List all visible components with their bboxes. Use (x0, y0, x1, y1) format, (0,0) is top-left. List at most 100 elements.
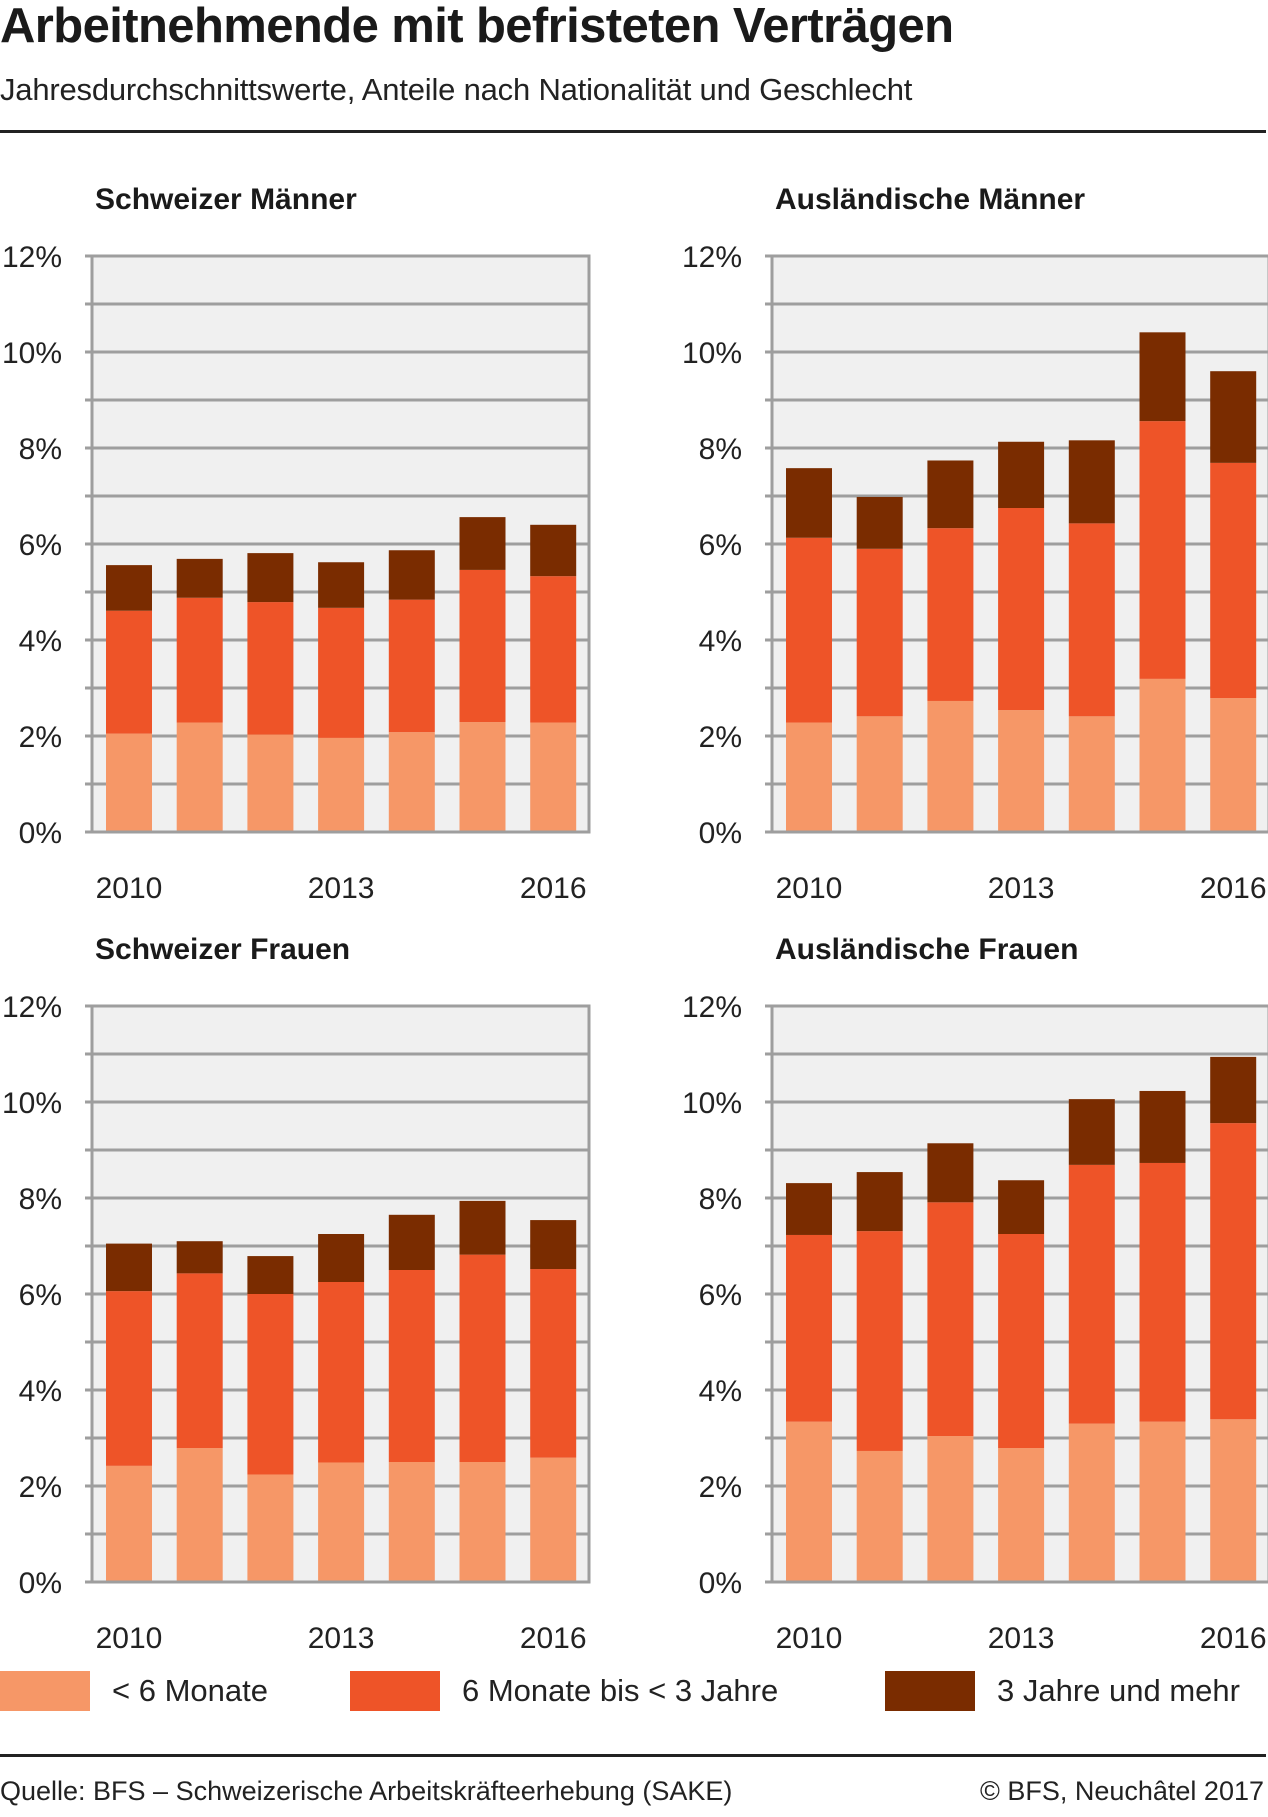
bar-segment-2015-2 (1139, 421, 1186, 679)
bar-segment-2015-2 (459, 1254, 506, 1462)
bar-segment-2016-2 (530, 576, 577, 723)
bar-segment-2010-1 (106, 733, 152, 832)
y-tick-label: 8% (19, 1183, 62, 1216)
y-tick-label: 12% (682, 991, 742, 1024)
bar-segment-2011-3 (176, 1241, 223, 1274)
bar-segment-2010-2 (786, 537, 832, 723)
bar-segment-2014-3 (388, 1214, 435, 1270)
bar-segment-2015-2 (1139, 1162, 1186, 1422)
y-tick-label: 10% (2, 337, 62, 370)
bar-segment-2012-1 (247, 1474, 294, 1582)
bar-segment-2010-3 (106, 565, 152, 611)
bar-segment-2010-2 (786, 1234, 832, 1422)
bar-segment-2015-3 (459, 517, 506, 570)
bar-segment-2015-1 (459, 1462, 506, 1582)
bar-segment-2014-3 (388, 550, 435, 600)
bar-segment-2012-2 (927, 1202, 974, 1437)
y-tick-label: 6% (19, 529, 62, 562)
source-note: Quelle: BFS – Schweizerische Arbeitskräf… (0, 1776, 733, 1806)
bar-segment-2014-1 (388, 1462, 435, 1582)
legend-item-long: 3 Jahre und mehr (885, 1671, 1240, 1711)
x-tick-label: 2016 (1200, 1622, 1267, 1655)
bar-segment-2013-1 (318, 737, 365, 832)
bar-segment-2010-1 (786, 722, 832, 832)
y-tick-label: 6% (19, 1279, 62, 1312)
chart-title: Arbeitnehmende mit befristeten Verträgen (0, 0, 954, 53)
chart-panel-2: Ausländische Männer 0% 2% 4% 6% 8% 10% 12% 2010 2… (682, 183, 1268, 905)
bar-segment-2014-2 (388, 1270, 435, 1462)
chart-subtitle: Jahresdurchschnittswerte, Anteile nach N… (0, 72, 913, 107)
bar-segment-2014-1 (1068, 1423, 1115, 1582)
legend-label-long: 3 Jahre und mehr (997, 1673, 1240, 1708)
bar-segment-2014-3 (1068, 1099, 1115, 1165)
panel-title: Ausländische Frauen (775, 933, 1078, 966)
bar-segment-2013-2 (998, 1234, 1045, 1449)
x-tick-label: 2010 (776, 872, 843, 905)
y-tick-label: 0% (699, 817, 742, 850)
x-tick-label: 2013 (988, 872, 1055, 905)
bar-segment-2010-1 (786, 1421, 832, 1582)
bar-segment-2015-3 (1139, 1090, 1186, 1163)
panel-title: Schweizer Männer (95, 183, 357, 216)
bar-segment-2014-1 (1068, 716, 1115, 832)
y-tick-label: 2% (699, 721, 742, 754)
y-tick-label: 0% (699, 1567, 742, 1600)
bar-segment-2011-3 (856, 1172, 903, 1232)
header-divider (0, 130, 1266, 133)
bar-segment-2011-1 (856, 1450, 903, 1582)
bar-segment-2015-2 (459, 569, 506, 723)
y-tick-label: 6% (699, 1279, 742, 1312)
bar-segment-2011-2 (856, 1231, 903, 1451)
bar-segment-2013-3 (318, 562, 365, 608)
bar-segment-2012-2 (247, 1294, 294, 1475)
bar-segment-2016-3 (530, 1220, 577, 1270)
x-tick-label: 2010 (776, 1622, 843, 1655)
y-tick-label: 4% (699, 1375, 742, 1408)
bar-segment-2011-3 (856, 496, 903, 549)
x-tick-label: 2013 (988, 1622, 1055, 1655)
bar-segment-2013-1 (998, 710, 1045, 832)
bar-segment-2013-3 (998, 441, 1045, 508)
bar-segment-2010-1 (106, 1465, 152, 1582)
bar-segment-2012-3 (927, 460, 974, 529)
y-tick-label: 10% (682, 337, 742, 370)
footer-divider (0, 1754, 1266, 1757)
x-tick-label: 2013 (308, 872, 375, 905)
bar-segment-2016-1 (530, 1457, 577, 1582)
legend-label-short: < 6 Monate (112, 1673, 268, 1708)
bar-segment-2014-2 (388, 599, 435, 733)
y-tick-label: 8% (699, 433, 742, 466)
bar-segment-2010-3 (786, 1183, 832, 1235)
y-tick-label: 0% (19, 817, 62, 850)
bar-segment-2012-3 (247, 553, 294, 603)
x-tick-label: 2016 (520, 1622, 587, 1655)
bar-segment-2015-1 (459, 722, 506, 832)
bar-segment-2014-3 (1068, 440, 1115, 524)
bar-segment-2011-1 (176, 1448, 223, 1582)
y-tick-label: 2% (19, 1471, 62, 1504)
y-tick-label: 2% (699, 1471, 742, 1504)
bar-segment-2014-1 (388, 732, 435, 832)
bar-segment-2012-3 (247, 1256, 294, 1294)
bar-segment-2016-3 (1210, 371, 1257, 463)
bar-segment-2013-1 (998, 1448, 1045, 1582)
bar-segment-2013-3 (998, 1180, 1045, 1234)
legend-item-medium: 6 Monate bis < 3 Jahre (350, 1671, 778, 1711)
bar-segment-2016-3 (530, 524, 577, 577)
panel-title: Ausländische Männer (775, 183, 1085, 216)
bar-segment-2010-3 (786, 468, 832, 538)
bar-segment-2011-3 (176, 558, 223, 598)
bar-segment-2012-2 (927, 528, 974, 701)
bar-segment-2012-3 (927, 1143, 974, 1203)
legend-swatch-medium (350, 1671, 440, 1711)
bar-segment-2016-1 (1210, 1419, 1257, 1582)
bar-segment-2013-2 (318, 607, 365, 738)
bar-segment-2013-3 (318, 1234, 365, 1282)
y-tick-label: 2% (19, 721, 62, 754)
y-tick-label: 0% (19, 1567, 62, 1600)
chart-panel-1: Schweizer Männer 0% 2% 4% 6% 8% 10% 12% 2010 2013… (2, 183, 591, 905)
bar-segment-2010-2 (106, 610, 152, 734)
copyright-note: © BFS, Neuchâtel 2017 (979, 1776, 1264, 1806)
bar-segment-2015-3 (1139, 332, 1186, 422)
